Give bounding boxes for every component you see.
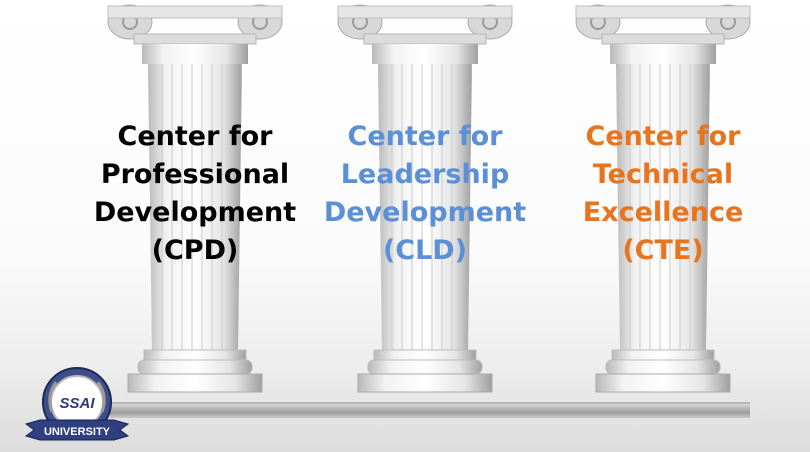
label-line: (CPD) xyxy=(151,235,239,266)
label-line: Excellence xyxy=(582,197,744,228)
label-line: Development xyxy=(323,197,527,228)
pillar-label: Center for Professional Development (CPD… xyxy=(80,118,310,270)
floor-edge xyxy=(110,402,750,404)
label-line: Development xyxy=(93,197,297,228)
pillar-cpd: Center for Professional Development (CPD… xyxy=(94,0,296,410)
column-graphic xyxy=(337,4,513,393)
floor-base xyxy=(110,404,750,418)
label-line: Technical xyxy=(592,159,734,190)
pillar-label: Center for Leadership Development (CLD) xyxy=(310,118,540,270)
logo-bottom-text: UNIVERSITY xyxy=(44,426,111,438)
label-line: Center for xyxy=(117,121,273,152)
label-line: (CLD) xyxy=(382,235,468,266)
pillar-cld: Center for Leadership Development (CLD) xyxy=(324,0,526,410)
label-line: Center for xyxy=(585,121,741,152)
label-line: Professional xyxy=(100,159,290,190)
column-graphic xyxy=(575,4,751,393)
pillar-label: Center for Technical Excellence (CTE) xyxy=(548,118,778,270)
ssai-university-logo: SSAI UNIVERSITY xyxy=(24,367,130,441)
pillar-cte: Center for Technical Excellence (CTE) xyxy=(568,0,758,410)
column-graphic xyxy=(107,4,283,393)
label-line: (CTE) xyxy=(622,235,704,266)
label-line: Center for xyxy=(347,121,503,152)
label-line: Leadership xyxy=(340,159,510,190)
logo-top-text: SSAI xyxy=(59,395,95,412)
